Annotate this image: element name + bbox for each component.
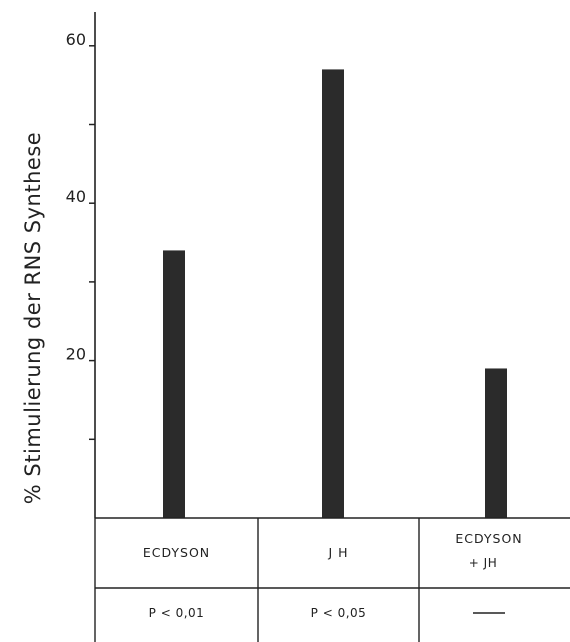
category-label-line2: + JH [469, 556, 497, 570]
y-tick-label: 60 [66, 30, 86, 49]
bar-1 [163, 250, 185, 519]
y-axis-title-group: % Stimulierung der RNS Synthese [21, 132, 45, 504]
y-axis-ticks: 20 40 60 [66, 30, 95, 441]
category-label: J H [327, 545, 348, 560]
significance-label: P < 0,05 [311, 606, 367, 620]
y-tick-label: 40 [66, 187, 86, 206]
y-tick-label: 20 [66, 345, 86, 364]
significance-dash: — [473, 601, 505, 617]
bars [163, 69, 507, 519]
significance-label: — [482, 601, 496, 617]
bar-2 [322, 69, 344, 518]
category-label: ECDYSON [455, 531, 522, 546]
significance-label: P < 0,01 [149, 606, 205, 620]
category-table: ECDYSON J H ECDYSON + JH P < 0,01 P < 0,05 — [94, 517, 570, 642]
bar-3 [485, 368, 507, 518]
category-label: ECDYSON [143, 545, 210, 560]
y-axis-title: % Stimulierung der RNS Synthese [21, 132, 45, 504]
